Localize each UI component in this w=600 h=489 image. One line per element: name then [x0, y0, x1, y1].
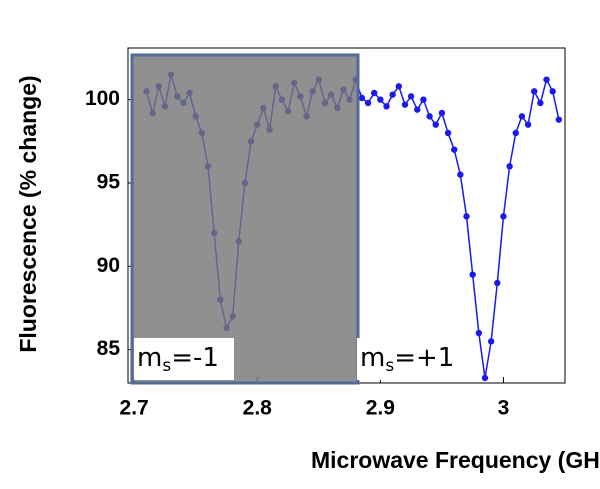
- data-point: [389, 91, 396, 98]
- data-point: [524, 121, 532, 128]
- data-point: [469, 271, 476, 278]
- data-point: [438, 109, 446, 117]
- annotation: ms=+1: [360, 343, 454, 377]
- data-point: [401, 101, 409, 108]
- data-point: [420, 96, 427, 103]
- data-point: [543, 76, 550, 83]
- x-axis-label: Microwave Frequency (GHz): [311, 447, 600, 473]
- data-point: [555, 116, 563, 123]
- x-tick-label: 3: [498, 397, 510, 420]
- data-point: [518, 113, 526, 120]
- data-point: [414, 106, 421, 113]
- data-point: [432, 121, 439, 128]
- data-point: [475, 329, 483, 337]
- annotation-rest: =-1: [171, 343, 219, 373]
- data-point: [537, 99, 544, 107]
- data-point: [549, 88, 556, 95]
- annotation: ms=-1: [137, 343, 219, 377]
- data-point: [531, 88, 538, 95]
- annotation-box: [357, 338, 465, 380]
- data-point: [444, 129, 452, 137]
- annotation-box: [134, 338, 234, 380]
- y-tick-label: 90: [97, 254, 120, 277]
- data-point: [383, 103, 390, 110]
- data-point: [463, 213, 470, 220]
- x-tick-label: 2.9: [366, 397, 395, 420]
- y-tick-label: 95: [97, 171, 121, 194]
- data-point: [364, 99, 372, 107]
- annotation-text: m: [360, 343, 385, 373]
- annotation-sub: s: [385, 356, 394, 376]
- data-point: [377, 96, 384, 103]
- data-point: [512, 129, 519, 137]
- data-point: [358, 94, 366, 102]
- annotation-sub: s: [162, 356, 171, 376]
- data-point: [500, 213, 507, 220]
- data-point: [481, 374, 489, 382]
- data-point: [487, 338, 495, 345]
- highlight-region: [130, 53, 360, 385]
- x-tick-label: 2.8: [243, 397, 273, 420]
- data-point: [395, 83, 403, 90]
- y-tick-label: 85: [97, 337, 121, 360]
- y-tick-label: 100: [85, 87, 120, 110]
- data-point: [370, 89, 378, 97]
- data-point: [451, 146, 458, 153]
- x-tick-label: 2.7: [120, 397, 149, 420]
- y-axis-label: Fluorescence (% change): [15, 75, 41, 352]
- annotation-text: m: [137, 343, 162, 373]
- annotation-rest: =+1: [394, 343, 454, 373]
- data-point: [494, 279, 501, 287]
- data-point: [426, 113, 433, 120]
- data-point: [457, 171, 464, 178]
- data-point: [506, 163, 513, 170]
- data-point: [407, 93, 415, 100]
